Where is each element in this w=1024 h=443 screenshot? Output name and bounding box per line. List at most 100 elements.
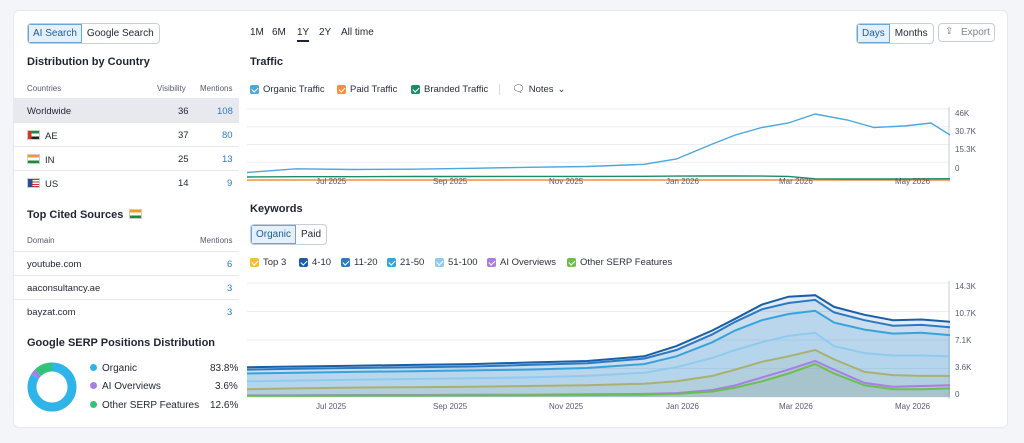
series-line-other-serp-features[interactable]	[247, 363, 950, 397]
keywords-y-tick: 7.1K	[955, 336, 972, 345]
period-6m[interactable]: 6M	[272, 27, 286, 38]
traffic-y-tick: 0	[955, 164, 960, 173]
notes-dropdown[interactable]: 🗨 Notes ⌄	[499, 84, 566, 95]
uae-flag-icon	[27, 130, 40, 140]
country-row[interactable]: IN 25 13	[14, 146, 239, 171]
keywords-x-tick: Nov 2025	[549, 402, 584, 411]
series-area-21-50	[247, 310, 950, 397]
legend-ai-overviews[interactable]: AI Overviews	[487, 257, 556, 268]
source-row[interactable]: youtube.com 6	[14, 251, 239, 276]
country-row[interactable]: Worldwide 36 108	[14, 98, 239, 123]
series-area-51-100	[247, 332, 950, 397]
granularity-toggle: Days Months	[856, 23, 934, 44]
visibility-value: 14	[178, 178, 189, 189]
google-search-tab[interactable]: Google Search	[86, 28, 154, 39]
keywords-y-tick: 3.6K	[955, 363, 972, 372]
country-row[interactable]: AE 37 80	[14, 122, 239, 147]
mentions-link[interactable]: 3	[227, 283, 233, 294]
traffic-chart	[247, 107, 950, 182]
legend-other-serp: Other SERP Features	[90, 400, 199, 411]
col-domain: Domain	[27, 236, 55, 245]
traffic-y-tick: 15.3K	[955, 145, 976, 154]
keywords-y-tick: 10.7K	[955, 309, 976, 318]
legend-branded-traffic[interactable]: Branded Traffic	[411, 84, 488, 95]
source-domain: youtube.com	[27, 259, 82, 270]
ai-search-tab[interactable]: AI Search	[28, 24, 82, 43]
export-icon: ⇪	[945, 26, 954, 37]
mentions-link[interactable]: 80	[222, 130, 233, 141]
period-1m[interactable]: 1M	[250, 27, 264, 38]
keywords-title: Keywords	[250, 203, 303, 215]
mentions-link[interactable]: 9	[227, 178, 233, 189]
organic-tab[interactable]: Organic	[251, 225, 297, 244]
country-name: US	[45, 179, 59, 190]
traffic-x-tick: Nov 2025	[549, 177, 584, 186]
donut-other-serp	[27, 362, 77, 412]
pct-other-serp: 12.6%	[210, 400, 239, 411]
visibility-value: 25	[178, 154, 189, 165]
mentions-link[interactable]: 6	[227, 259, 233, 270]
keywords-y-tick: 0	[955, 390, 960, 399]
country-name: IN	[45, 155, 55, 166]
pct-organic: 83.8%	[210, 363, 239, 374]
col-visibility: Visibility	[157, 84, 186, 93]
us-flag-icon	[27, 178, 40, 188]
legend-21-50[interactable]: 21-50	[387, 257, 424, 268]
months-button[interactable]: Months	[894, 28, 928, 39]
traffic-x-tick: Sep 2025	[433, 177, 468, 186]
keywords-x-tick: Jul 2025	[316, 402, 347, 411]
col-mentions: Mentions	[200, 236, 233, 245]
distribution-title: Distribution by Country	[27, 56, 150, 68]
legend-paid-traffic[interactable]: Paid Traffic	[337, 84, 397, 95]
series-line-11-20[interactable]	[247, 298, 950, 371]
col-mentions: Mentions	[200, 84, 233, 93]
series-line-organic-traffic[interactable]	[247, 113, 950, 174]
legend-51-100[interactable]: 51-100	[435, 257, 478, 268]
source-domain: bayzat.com	[27, 307, 76, 318]
source-domain: aaconsultancy.ae	[27, 283, 101, 294]
source-row[interactable]: aaconsultancy.ae 3	[14, 275, 239, 300]
mentions-link[interactable]: 108	[217, 106, 233, 117]
serp-donut-chart	[27, 362, 77, 412]
legend-organic-traffic[interactable]: Organic Traffic	[250, 84, 325, 95]
traffic-x-tick: May 2026	[895, 177, 931, 186]
chevron-down-icon: ⌄	[557, 84, 566, 95]
legend-organic: Organic	[90, 363, 137, 374]
mentions-link[interactable]: 13	[222, 154, 233, 165]
series-line-branded-traffic[interactable]	[247, 175, 950, 180]
series-area-ai-overviews	[247, 361, 950, 397]
days-button[interactable]: Days	[857, 24, 890, 43]
paid-tab[interactable]: Paid	[301, 229, 322, 240]
legend-4-10[interactable]: 4-10	[299, 257, 331, 268]
pct-ai-overviews: 3.6%	[215, 381, 238, 392]
visibility-value: 37	[178, 130, 189, 141]
series-line-4-10[interactable]	[247, 294, 950, 369]
country-row[interactable]: US 14 9	[14, 170, 239, 195]
series-line-51-100[interactable]	[247, 331, 950, 383]
mentions-link[interactable]: 3	[227, 307, 233, 318]
series-line-top-3[interactable]	[247, 348, 950, 391]
export-button[interactable]: ⇪ Export	[938, 23, 995, 42]
traffic-y-tick: 30.7K	[955, 127, 976, 136]
legend-top3[interactable]: Top 3	[250, 257, 286, 268]
period-all-time[interactable]: All time	[341, 27, 374, 38]
keywords-type-toggle: Organic Paid	[250, 224, 328, 245]
source-row[interactable]: bayzat.com 3	[14, 299, 239, 324]
traffic-y-tick: 46K	[955, 109, 970, 118]
keywords-x-tick: Jan 2026	[666, 402, 699, 411]
keywords-chart	[247, 281, 950, 399]
period-2y[interactable]: 2Y	[319, 27, 332, 38]
legend-other-serp-features[interactable]: Other SERP Features	[567, 257, 672, 268]
legend-ai-overviews: AI Overviews	[90, 381, 161, 392]
notes-icon: 🗨	[512, 84, 525, 95]
legend-11-20[interactable]: 11-20	[341, 257, 378, 268]
traffic-x-tick: Jan 2026	[666, 177, 699, 186]
search-type-toggle: AI Search Google Search	[27, 23, 160, 44]
india-flag-icon	[27, 154, 40, 164]
traffic-title: Traffic	[250, 56, 284, 68]
series-area-other-serp-features	[247, 364, 950, 397]
series-line-21-50[interactable]	[247, 309, 950, 375]
series-area-top-3	[247, 350, 950, 397]
traffic-x-tick: Mar 2026	[779, 177, 813, 186]
period-1y[interactable]: 1Y	[297, 27, 310, 42]
